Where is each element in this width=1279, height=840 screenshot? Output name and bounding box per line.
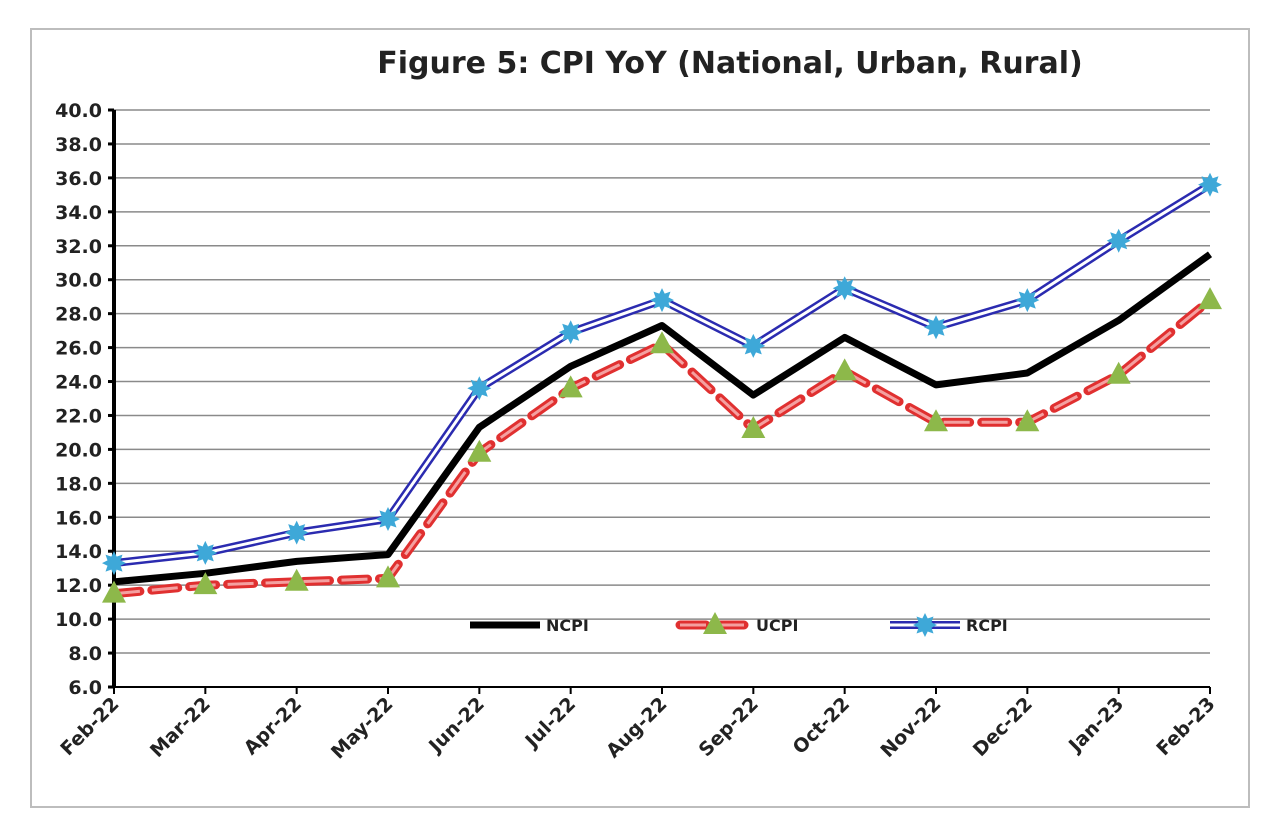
star-marker <box>924 315 948 340</box>
triangle-marker <box>832 358 857 381</box>
star-marker <box>284 520 309 545</box>
y-tick-label: 12.0 <box>55 575 102 597</box>
x-tick-label: Oct-22 <box>789 693 855 759</box>
chart-frame <box>30 28 1250 808</box>
triangle-marker <box>193 572 218 595</box>
y-tick-label: 26.0 <box>55 338 102 360</box>
star-marker <box>376 507 400 531</box>
y-tick-label: 6.0 <box>68 677 102 699</box>
triangle-marker <box>376 565 400 588</box>
y-tick-label: 30.0 <box>55 270 102 292</box>
triangle-marker <box>1198 287 1222 310</box>
star-marker <box>1198 172 1222 197</box>
y-tick-label: 38.0 <box>55 134 102 156</box>
series-line <box>113 181 1213 568</box>
star-marker <box>741 333 766 358</box>
triangle-marker <box>924 409 948 432</box>
y-tick-label: 16.0 <box>55 507 102 529</box>
x-tick-label: Feb-22 <box>56 693 123 760</box>
y-tick-label: 14.0 <box>55 541 102 563</box>
series-ucpi <box>102 287 1222 603</box>
series-line <box>113 251 1213 586</box>
y-tick-label: 40.0 <box>55 100 102 122</box>
y-tick-label: 24.0 <box>55 372 102 394</box>
legend-item-ncpi: NCPI <box>470 616 589 635</box>
y-tick-label: 36.0 <box>55 168 102 190</box>
triangle-marker <box>650 331 674 354</box>
triangle-marker <box>741 416 766 439</box>
y-tick-label: 8.0 <box>68 643 102 665</box>
legend-item-ucpi: UCPI <box>675 612 798 635</box>
x-tick-label: Aug-22 <box>602 693 671 762</box>
star-marker <box>913 613 937 637</box>
series-ncpi <box>113 251 1213 586</box>
y-tick-label: 22.0 <box>55 405 102 427</box>
legend-label: RCPI <box>966 616 1008 635</box>
star-marker <box>193 540 218 565</box>
triangle-marker <box>1015 409 1040 432</box>
y-tick-label: 20.0 <box>55 439 102 461</box>
y-tick-label: 34.0 <box>55 202 102 224</box>
legend-item-rcpi: RCPI <box>890 613 1008 637</box>
star-marker <box>1106 228 1131 253</box>
x-tick-label: May-22 <box>327 693 398 764</box>
x-tick-label: Dec-22 <box>969 693 1037 761</box>
triangle-marker <box>102 580 126 603</box>
triangle-marker <box>467 439 492 462</box>
series-line-inner <box>113 183 1211 565</box>
y-tick-label: 28.0 <box>55 304 102 326</box>
chart-title: Figure 5: CPI YoY (National, Urban, Rura… <box>377 46 1083 81</box>
star-marker <box>832 276 857 301</box>
x-tick-label: Sep-22 <box>695 693 763 761</box>
star-marker <box>467 376 492 401</box>
star-marker <box>558 320 583 345</box>
star-marker <box>650 288 674 313</box>
x-tick-label: Jun-22 <box>423 693 488 758</box>
triangle-marker <box>284 568 309 591</box>
x-tick-label: Jul-22 <box>520 693 580 753</box>
x-tick-label: Mar-22 <box>146 693 215 762</box>
x-tick-label: Apr-22 <box>240 693 306 759</box>
legend-label: NCPI <box>546 616 589 635</box>
star-marker <box>1015 288 1040 313</box>
legend-label: UCPI <box>756 616 798 635</box>
triangle-marker <box>1106 361 1131 384</box>
star-marker <box>102 551 126 576</box>
triangle-marker <box>558 375 583 398</box>
y-tick-label: 32.0 <box>55 236 102 258</box>
series-rcpi <box>102 172 1222 576</box>
y-tick-label: 18.0 <box>55 473 102 495</box>
y-tick-label: 10.0 <box>55 609 102 631</box>
x-tick-label: Feb-23 <box>1152 693 1219 760</box>
triangle-marker <box>703 612 727 634</box>
x-tick-label: Jan-23 <box>1063 693 1128 758</box>
x-tick-label: Nov-22 <box>876 693 945 762</box>
